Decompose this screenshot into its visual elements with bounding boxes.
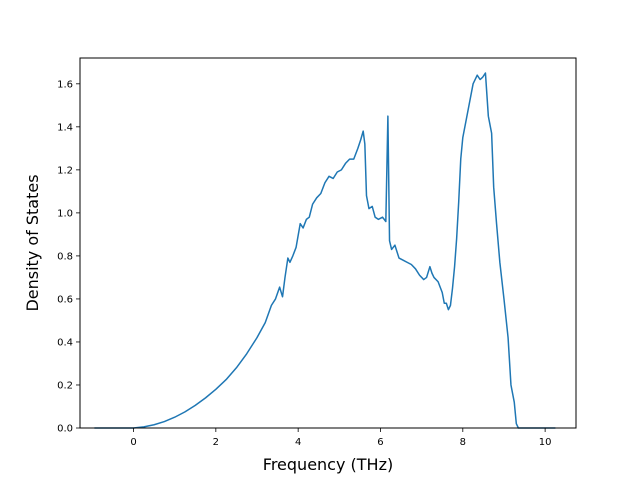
x-tick-label: 10	[539, 437, 552, 448]
series-line-0	[94, 72, 556, 429]
x-axis: 0 2 4 6 8 10	[130, 428, 551, 448]
y-tick-label: 1.4	[57, 122, 73, 133]
y-tick-label: 0.6	[57, 294, 73, 305]
plot-background	[80, 58, 576, 428]
y-tick-label: 0.2	[57, 380, 73, 391]
x-tick-label: 2	[213, 437, 219, 448]
y-tick-label: 0.4	[57, 337, 73, 348]
plot-frame	[79, 57, 577, 429]
y-axis: 0.0 0.2 0.4 0.6 0.8 1.0 1.2 1.4 1.6	[57, 79, 80, 435]
series-layer	[94, 72, 556, 429]
y-tick-label: 1.6	[57, 79, 73, 90]
x-tick-label: 8	[460, 437, 466, 448]
x-tick-label: 4	[295, 437, 301, 448]
y-tick-label: 1.2	[57, 165, 73, 176]
x-tick-label: 0	[130, 437, 136, 448]
y-tick-label: 0.8	[57, 251, 73, 262]
y-tick-label: 1.0	[57, 208, 73, 219]
x-tick-label: 6	[377, 437, 383, 448]
x-axis-label: Frequency (THz)	[263, 455, 393, 474]
y-tick-label: 0.0	[57, 424, 73, 435]
y-axis-label: Density of States	[23, 174, 42, 311]
